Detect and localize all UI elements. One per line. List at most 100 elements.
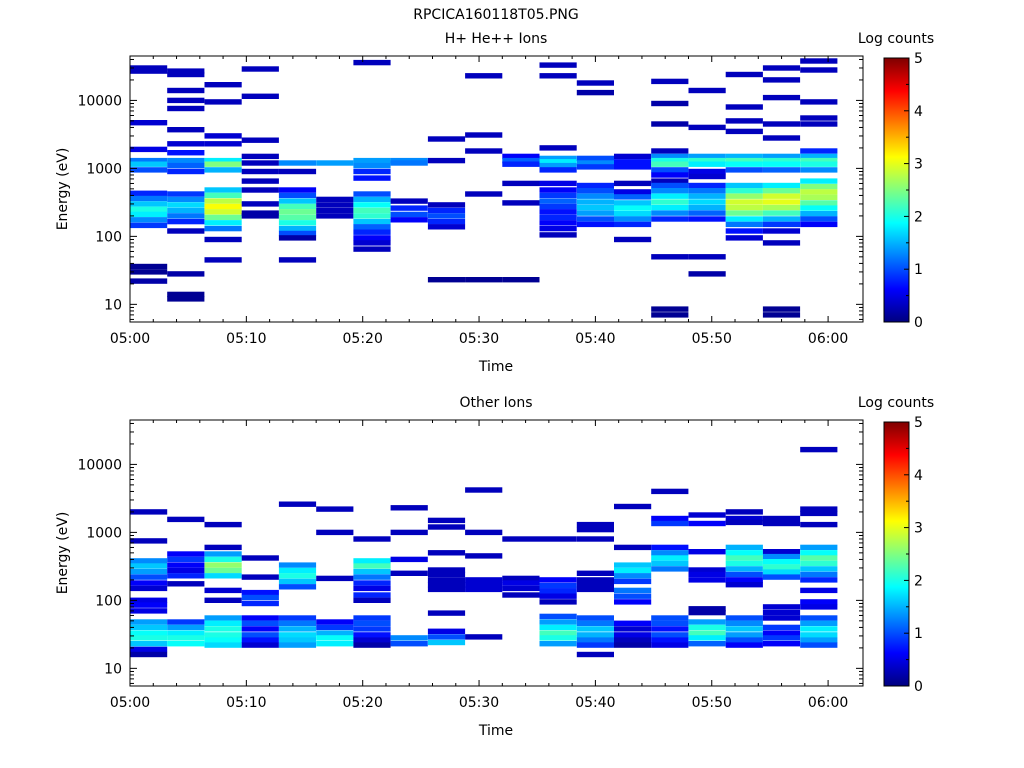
- x-tick-label: 05:00: [110, 695, 150, 711]
- heatmap-cell: [316, 624, 354, 631]
- x-tick-label: 05:50: [692, 695, 732, 711]
- heatmap-cell: [502, 536, 540, 542]
- heatmap-cell: [800, 67, 838, 73]
- x-tick-label: 05:30: [459, 695, 499, 711]
- heatmap-cell: [390, 570, 428, 576]
- heatmap-cell: [725, 615, 763, 621]
- heatmap-cell: [651, 566, 689, 572]
- heatmap-cell: [204, 82, 242, 88]
- heatmap-cell: [614, 153, 652, 160]
- heatmap-cell: [204, 99, 242, 105]
- heatmap-cell: [725, 204, 763, 211]
- heatmap-cell: [725, 571, 763, 578]
- heatmap-cell: [241, 615, 279, 621]
- heatmap-cell: [688, 199, 726, 205]
- heatmap-cell: [725, 566, 763, 572]
- heatmap-cell: [539, 145, 577, 151]
- heatmap-cell: [390, 198, 428, 204]
- colorbar-tick-label: 0: [914, 315, 923, 331]
- heatmap-cell: [725, 642, 763, 648]
- heatmap-cell: [800, 620, 838, 626]
- heatmap-cell: [688, 520, 726, 527]
- heatmap-cell: [353, 202, 391, 208]
- heatmap-cell: [725, 632, 763, 638]
- y-tick-label: 100: [95, 593, 122, 609]
- heatmap-cell: [688, 153, 726, 160]
- heatmap-cell: [800, 205, 838, 211]
- heatmap-cell: [130, 558, 168, 564]
- heatmap-cell: [167, 581, 205, 587]
- heatmap-cell: [130, 538, 168, 544]
- x-tick-label: 05:10: [226, 695, 266, 711]
- heatmap-cell: [130, 206, 168, 212]
- heatmap-cell: [576, 620, 614, 626]
- heatmap-cell: [725, 182, 763, 189]
- heatmap-cell: [539, 155, 577, 162]
- heatmap-cell: [167, 127, 205, 133]
- heatmap-cell: [278, 230, 317, 237]
- heatmap-cell: [651, 544, 689, 551]
- heatmap-cell: [316, 641, 354, 647]
- heatmap-cell: [353, 196, 391, 203]
- heatmap-cell: [800, 211, 838, 217]
- heatmap-cell: [576, 642, 614, 648]
- heatmap-cell: [465, 277, 503, 283]
- heatmap-cell: [427, 610, 466, 616]
- heatmap-cell: [316, 529, 354, 536]
- heatmap-cell: [278, 192, 317, 199]
- heatmap-cell: [465, 191, 503, 197]
- heatmap-cell: [502, 575, 540, 582]
- heatmap-cell: [390, 635, 428, 641]
- heatmap-cell: [725, 188, 763, 194]
- heatmap-cell: [130, 602, 168, 608]
- heatmap-cell: [688, 124, 726, 131]
- colorbar-tick-label: 0: [914, 679, 923, 695]
- heatmap-cell: [465, 529, 503, 536]
- heatmap-cell: [278, 203, 317, 210]
- colorbar-tick-label: 5: [914, 415, 923, 431]
- heatmap-cell: [539, 641, 577, 647]
- heatmap-cell: [688, 577, 726, 583]
- heatmap-cell: [130, 217, 168, 223]
- colorbar-tick-label: 5: [914, 51, 923, 67]
- heatmap-cell: [390, 641, 428, 647]
- heatmap-cell: [725, 153, 763, 160]
- heatmap-cell: [204, 544, 242, 551]
- heatmap-cell: [651, 182, 689, 189]
- heatmap-cell: [167, 191, 205, 197]
- heatmap-cell: [130, 641, 168, 647]
- heatmap-cell: [688, 606, 726, 612]
- heatmap-cell: [614, 587, 652, 594]
- heatmap-cell: [725, 620, 763, 626]
- x-tick-label: 05:20: [343, 331, 383, 347]
- heatmap-cell: [502, 580, 540, 586]
- heatmap-cell: [241, 555, 279, 561]
- heatmap-cell: [278, 626, 317, 632]
- heatmap-cell: [130, 65, 168, 71]
- heatmap-cells-h-he-ions: [130, 58, 838, 318]
- heatmap-cell: [241, 589, 279, 596]
- heatmap-cell: [130, 563, 168, 569]
- heatmap-cell: [204, 626, 242, 632]
- heatmap-cell: [130, 195, 168, 202]
- heatmap-cell: [651, 148, 689, 154]
- heatmap-cell: [167, 213, 205, 219]
- heatmap-cell: [800, 161, 838, 167]
- heatmap-cell: [502, 161, 540, 167]
- heatmap-cell: [204, 133, 242, 139]
- heatmap-cell: [465, 634, 503, 640]
- heatmap-cell: [204, 236, 242, 243]
- x-tick-label: 05:30: [459, 331, 499, 347]
- heatmap-cell: [465, 132, 503, 138]
- x-tick-label: 05:20: [343, 695, 383, 711]
- y-tick-label: 10: [104, 297, 122, 313]
- heatmap-cell: [241, 642, 279, 648]
- heatmap-cell: [316, 506, 354, 512]
- heatmap-cell: [353, 59, 391, 66]
- heatmap-cell: [130, 580, 168, 586]
- heatmap-cell: [353, 162, 391, 169]
- heatmap-cell: [576, 582, 614, 588]
- heatmap-cell: [130, 635, 168, 641]
- heatmap-cell: [762, 204, 801, 211]
